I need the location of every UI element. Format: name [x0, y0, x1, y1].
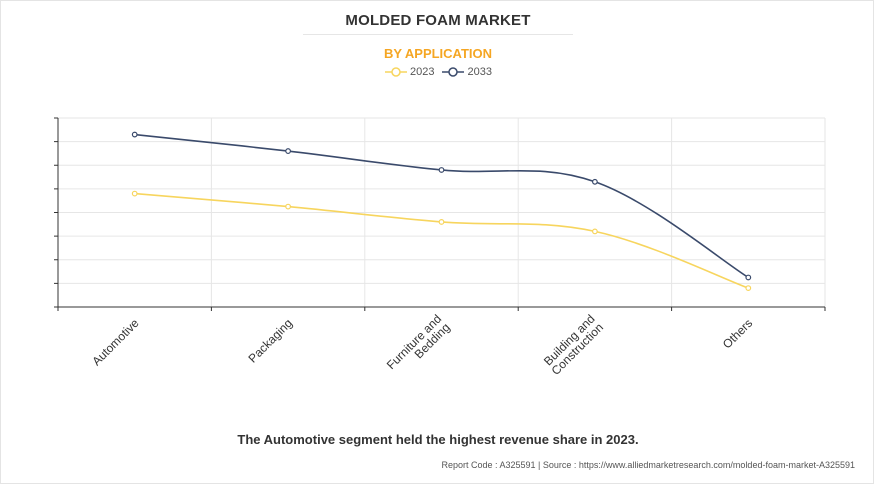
data-point-2033[interactable] — [131, 131, 138, 138]
series-line-2023 — [134, 192, 749, 289]
x-tick-label: Building andConstruction — [540, 312, 606, 378]
data-point-2023[interactable] — [285, 203, 292, 210]
line-chart: Automotive Packaging Furniture andBedding B… — [54, 117, 826, 381]
chart-subtitle: BY APPLICATION — [383, 46, 493, 61]
x-tick-label: Others — [720, 316, 755, 351]
data-point-2023[interactable] — [131, 190, 138, 197]
legend-label-2033: 2033 — [467, 66, 492, 78]
series-line-2033 — [134, 133, 749, 279]
x-tick-label: Packaging — [246, 316, 296, 366]
data-point-2033[interactable] — [592, 178, 598, 185]
x-tick-label: Furniture andBedding — [384, 312, 453, 381]
data-point-2033[interactable] — [285, 148, 292, 154]
legend-item-2023[interactable]: 2023 — [385, 65, 434, 79]
x-tick-label: Automotive — [89, 316, 142, 369]
report-source: Report Code : A325591 | Source : https:/… — [441, 460, 855, 470]
chart-legend: 2023 2033 — [385, 65, 500, 79]
legend-line-marker-icon — [385, 67, 407, 77]
data-point-2023[interactable] — [438, 219, 445, 225]
chart-title: MOLDED FOAM MARKET — [345, 12, 531, 29]
data-point-2023[interactable] — [592, 228, 598, 235]
key-finding-note: The Automotive segment held the highest … — [237, 432, 639, 447]
data-point-2023[interactable] — [745, 285, 752, 292]
data-point-2033[interactable] — [745, 274, 752, 281]
legend-line-marker-icon — [442, 67, 465, 77]
data-point-2033[interactable] — [438, 167, 445, 173]
legend-item-2033[interactable]: 2033 — [442, 65, 492, 79]
title-divider — [303, 34, 573, 35]
legend-label-2023: 2023 — [410, 66, 435, 78]
